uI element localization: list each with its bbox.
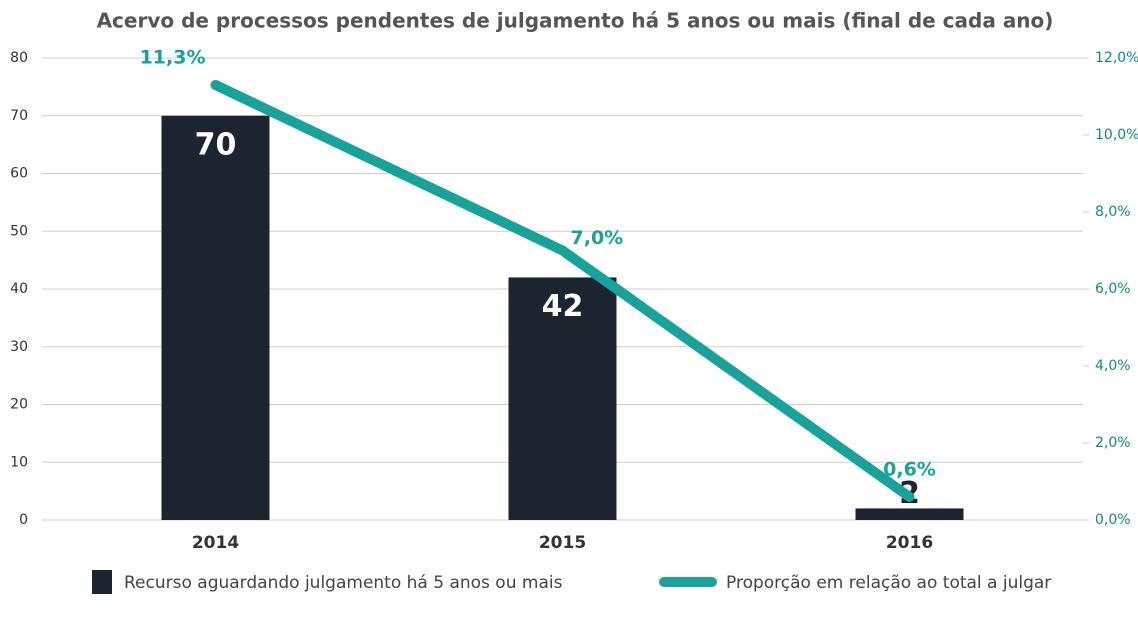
y2-tick-label: 4,0% (1095, 358, 1131, 374)
chart-title: Acervo de processos pendentes de julgame… (97, 9, 1054, 33)
y2-tick-label: 2,0% (1095, 435, 1131, 451)
legend-label: Recurso aguardando julgamento há 5 anos … (124, 573, 563, 593)
legend-swatch (92, 570, 112, 594)
legend-label: Proporção em relação ao total a julgar (726, 573, 1051, 593)
y2-tick-label: 0,0% (1095, 512, 1131, 528)
y-tick-label: 30 (10, 339, 28, 355)
y2-tick-label: 10,0% (1095, 127, 1138, 143)
x-tick-label: 2015 (539, 533, 586, 553)
x-tick-label: 2016 (886, 533, 933, 553)
y-tick-label: 40 (10, 281, 28, 297)
bar (508, 277, 617, 520)
bar (855, 508, 964, 520)
line-label: 0,6% (883, 458, 936, 480)
y2-tick-label: 8,0% (1095, 204, 1131, 220)
y2-tick-label: 6,0% (1095, 281, 1131, 297)
bar-label: 42 (542, 289, 584, 324)
line-label: 7,0% (571, 227, 624, 249)
y-tick-label: 0 (19, 512, 28, 528)
y-tick-label: 80 (10, 50, 28, 66)
y-tick-label: 20 (10, 397, 28, 413)
y2-tick-label: 12,0% (1095, 50, 1138, 66)
bar (161, 115, 270, 520)
y-tick-label: 10 (10, 454, 28, 470)
x-tick-label: 2014 (192, 533, 239, 553)
y-tick-label: 60 (10, 166, 28, 182)
y-tick-label: 70 (10, 108, 28, 124)
line-label: 11,3% (140, 46, 206, 68)
bar-label: 70 (195, 127, 237, 162)
line (210, 79, 915, 502)
y-tick-label: 50 (10, 223, 28, 239)
